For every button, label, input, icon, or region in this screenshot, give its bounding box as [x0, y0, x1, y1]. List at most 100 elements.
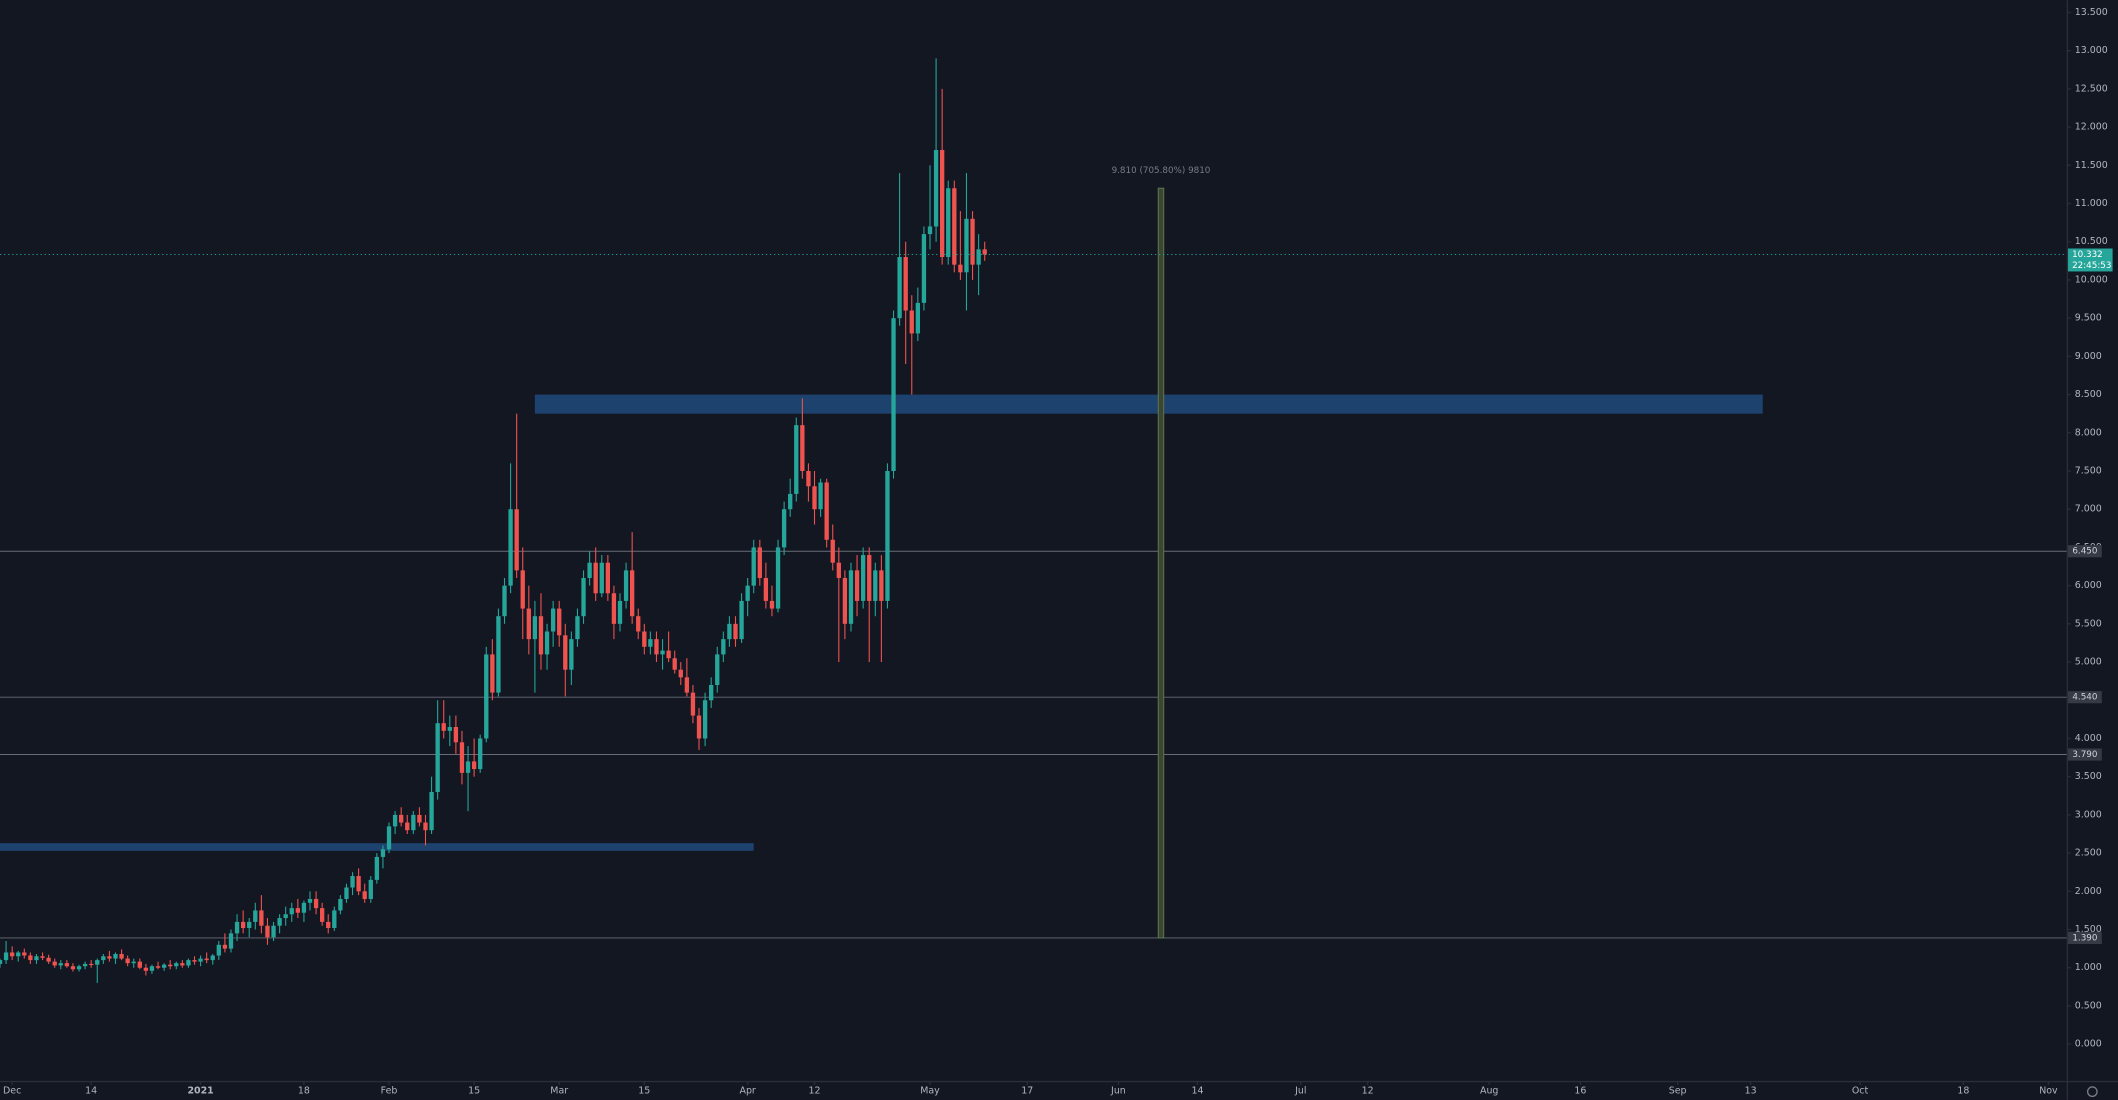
candle-body: [909, 310, 914, 334]
candle-body: [484, 654, 489, 739]
candle-body: [812, 486, 817, 510]
y-tick-label: 12.500: [2075, 83, 2108, 94]
candle-body: [350, 876, 355, 888]
level-label-box: [2068, 691, 2102, 704]
level-label: 4.540: [2072, 693, 2097, 703]
settings-icon[interactable]: [2086, 1086, 2098, 1098]
candle-body: [860, 555, 866, 601]
candle-body: [496, 616, 501, 693]
candle-body: [526, 608, 531, 640]
candle-body: [636, 616, 641, 632]
level-label-box: [2068, 931, 2102, 945]
candle-body: [508, 509, 513, 586]
candle-body: [915, 302, 921, 334]
candle-body: [16, 952, 21, 957]
measure-bar: [1157, 187, 1165, 939]
candle-body: [465, 761, 471, 773]
y-tick-label: 13.000: [2075, 45, 2108, 56]
candle-body: [265, 925, 270, 938]
candle-body: [471, 761, 477, 770]
x-tick-label: 17: [1021, 1085, 1033, 1096]
candle-body: [253, 910, 258, 922]
candle-body: [447, 727, 452, 731]
candle-body: [739, 600, 744, 640]
candle-body: [642, 631, 647, 647]
x-tick-label: 15: [638, 1085, 650, 1096]
candle-body: [374, 856, 380, 880]
candle-body: [168, 964, 173, 967]
candle-body: [593, 562, 598, 594]
candle-body: [775, 547, 781, 609]
candle-body: [623, 570, 629, 601]
candle-body: [405, 822, 410, 831]
candle-body: [344, 887, 349, 899]
candle-body: [356, 876, 361, 892]
candle-body: [648, 639, 653, 647]
candle-body: [921, 234, 927, 303]
candle-body: [538, 616, 544, 655]
level-label-box: [2068, 545, 2102, 558]
candle-body: [563, 635, 568, 670]
candle-body: [654, 639, 659, 655]
y-tick-label: 5.000: [2075, 657, 2102, 668]
candle-body: [155, 966, 161, 968]
candle-body: [399, 814, 404, 823]
candle-body: [702, 700, 708, 739]
candle-body: [28, 955, 33, 961]
candle-body: [277, 918, 282, 926]
candle-body: [240, 921, 246, 929]
candle-body: [569, 639, 574, 670]
candle-body: [70, 966, 76, 970]
candle-body: [964, 218, 969, 273]
candle-body: [897, 257, 902, 319]
candle-body: [970, 218, 975, 265]
candle-body: [64, 963, 70, 967]
candle-body: [684, 677, 690, 693]
x-tick-label: Sep: [1669, 1085, 1687, 1096]
candle-body: [332, 910, 337, 929]
candle-body: [800, 425, 805, 472]
candle-body: [125, 958, 130, 964]
candle-body: [326, 921, 331, 929]
candle-body: [210, 955, 215, 961]
x-tick-label: 16: [1574, 1085, 1586, 1096]
candle-body: [927, 226, 933, 235]
candle-body: [119, 953, 124, 959]
candle-body: [532, 616, 538, 640]
candle-body: [228, 933, 234, 949]
candle-body: [95, 960, 100, 965]
y-tick-label: 2.000: [2075, 886, 2102, 897]
candle-body: [137, 961, 142, 968]
y-tick-label: 0.500: [2075, 1000, 2102, 1011]
candle-body: [380, 849, 386, 857]
candle-body: [611, 593, 617, 624]
y-tick-label: 5.500: [2075, 618, 2102, 629]
candle-body: [417, 814, 422, 823]
x-tick-label: Nov: [2039, 1085, 2058, 1096]
candle-body: [514, 509, 519, 571]
level-label: 3.790: [2072, 750, 2097, 760]
candle-body: [423, 822, 428, 831]
candle-body: [830, 539, 835, 563]
candle-body: [46, 957, 51, 962]
candle-body: [161, 964, 167, 968]
candle-body: [672, 658, 677, 670]
candle-body: [842, 577, 848, 624]
candle-body: [234, 921, 240, 934]
y-tick-label: 13.500: [2075, 7, 2108, 18]
x-tick-label: 14: [1191, 1085, 1203, 1096]
candle-body: [605, 562, 611, 594]
candle-body: [666, 650, 671, 659]
candle-body: [301, 902, 307, 913]
y-tick-label: 10.000: [2075, 274, 2108, 285]
candle-body: [763, 577, 769, 601]
y-tick-label: 3.500: [2075, 771, 2102, 782]
candle-body: [362, 891, 367, 899]
candle-body: [40, 956, 45, 958]
candle-body: [933, 150, 939, 227]
candle-body: [617, 600, 623, 624]
x-tick-label: Dec: [3, 1085, 21, 1096]
candle-body: [502, 585, 507, 617]
candle-body: [854, 570, 860, 601]
